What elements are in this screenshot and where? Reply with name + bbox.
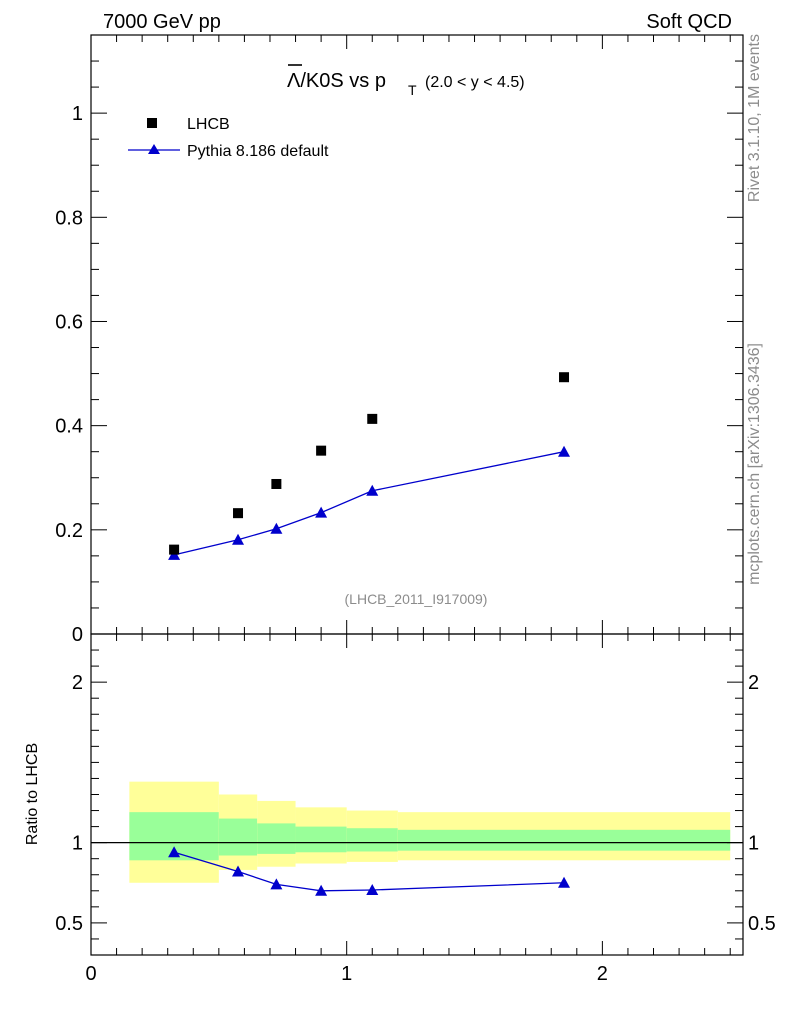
pythia-point [558,445,571,457]
ratio-point [315,884,328,896]
header-left-label: 7000 GeV pp [103,11,221,33]
legend-lhcb-marker [147,118,157,128]
ratio-point [366,883,379,895]
title-range: (2.0 < y < 4.5) [425,74,525,91]
ratio-point [558,876,571,888]
ratio-y-tick-label: 0.5 [55,913,83,935]
y-tick-label: 1 [72,103,83,125]
y-tick-label: 0 [72,624,83,646]
pythia-point [270,522,283,534]
main-plot-area: 0 0.2 0.4 0.6 0.8 1 [55,34,744,955]
ratio-point [270,878,283,890]
lhcb-point [233,508,244,519]
mcplots-source-label: mcplots.cern.ch [arXiv:1306.3436] [746,343,763,585]
ratio-plot-area: 0 1 2 0.5 0.5 1 1 2 2 [55,633,776,985]
y-tick-label: 0.2 [55,520,83,542]
ratio-y-tick-label: 2 [72,672,83,694]
ratio-y-tick-label-right: 1 [748,833,759,855]
rivet-version-label: Rivet 3.1.10, 1M events [746,34,763,202]
ratio-band-inner [257,823,296,854]
ratio-band-inner [397,829,731,851]
ratio-point [232,865,245,877]
x-tick-label: 1 [341,963,352,985]
ratio-point [168,846,181,858]
legend-pythia-marker [148,144,160,154]
lhcb-point [367,413,378,424]
legend-pythia-label: Pythia 8.186 default [187,143,329,160]
lhcb-point [316,445,327,456]
ratio-band-inner [346,828,398,852]
ratio-band-inner [295,826,347,853]
x-tick-label: 0 [85,963,96,985]
lhcb-point [169,544,180,555]
analysis-watermark: (LHCB_2011_I917009) [345,591,488,607]
y-tick-label: 0.8 [55,207,83,229]
pythia-point [366,484,379,496]
y-tick-label: 0.6 [55,311,83,333]
ratio-y-tick-label-right: 0.5 [748,913,776,935]
x-tick-label: 2 [597,963,608,985]
legend-lhcb-label: LHCB [187,116,230,133]
title-main: Λ/K0S vs p [287,70,386,92]
pythia-point [315,506,328,518]
title-subscript: T [408,82,417,98]
y-tick-label: 0.4 [55,416,83,438]
ratio-ylabel: Ratio to LHCB [24,743,41,845]
ratio-series-line [173,851,565,892]
pythia-series-line [173,451,565,556]
ratio-band-inner [218,818,258,856]
lhcb-point [271,478,282,489]
main-plot-title: Λ/K0S vs p T (2.0 < y < 4.5) [287,64,525,98]
ratio-y-tick-label: 1 [72,833,83,855]
header-right-label: Soft QCD [646,11,732,33]
legend: LHCB Pythia 8.186 default [128,116,329,160]
pythia-point [232,533,245,545]
ratio-y-tick-label-right: 2 [748,672,759,694]
lhcb-point [559,372,570,383]
